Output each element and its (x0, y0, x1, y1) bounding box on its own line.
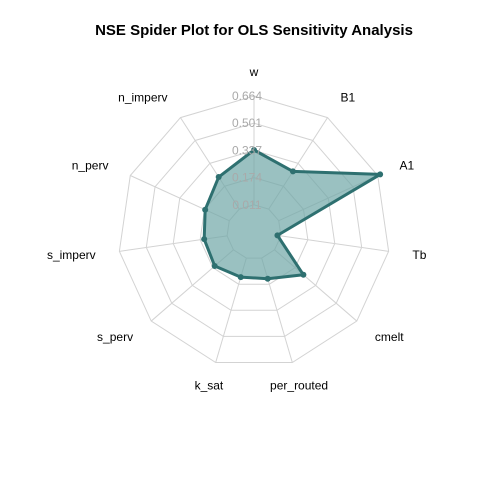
tick-label: 0.174 (232, 171, 262, 185)
series-area (202, 148, 382, 281)
chart-title: NSE Spider Plot for OLS Sensitivity Anal… (95, 22, 413, 39)
data-point (289, 168, 296, 175)
axis-label: k_sat (195, 379, 224, 393)
data-point (211, 263, 218, 270)
series-layer (201, 147, 384, 282)
tick-label: 0.664 (232, 89, 262, 103)
data-point (251, 147, 257, 153)
data-point (202, 206, 209, 213)
data-point (377, 171, 384, 178)
data-point (264, 275, 271, 282)
axis-label: per_routed (270, 379, 328, 393)
axis-label: Tb (412, 248, 426, 262)
data-point (237, 274, 244, 281)
axis-label: B1 (341, 90, 356, 104)
tick-layer: 0.011 0.174 0.337 0.501 0.664 (232, 89, 262, 212)
axis-label: w (249, 65, 259, 79)
axis-label-layer: w B1 A1 Tb cmelt per_routed k_sat s_perv s_imper… (47, 65, 427, 393)
tick-label: 0.337 (232, 143, 262, 157)
data-point (300, 271, 307, 278)
data-point (274, 232, 281, 239)
tick-label: 0.011 (232, 198, 261, 212)
grid-ring (118, 95, 390, 363)
grid-spoke (280, 235, 389, 252)
tick-label: 0.501 (232, 116, 262, 130)
axis-label: n_perv (72, 159, 109, 173)
axis-label: s_imperv (47, 248, 96, 262)
data-point (215, 174, 222, 181)
data-point (201, 236, 208, 243)
axis-label: cmelt (375, 330, 404, 344)
axis-label: s_perv (97, 330, 133, 344)
axis-label: n_imperv (118, 90, 167, 104)
axis-label: A1 (400, 159, 415, 173)
